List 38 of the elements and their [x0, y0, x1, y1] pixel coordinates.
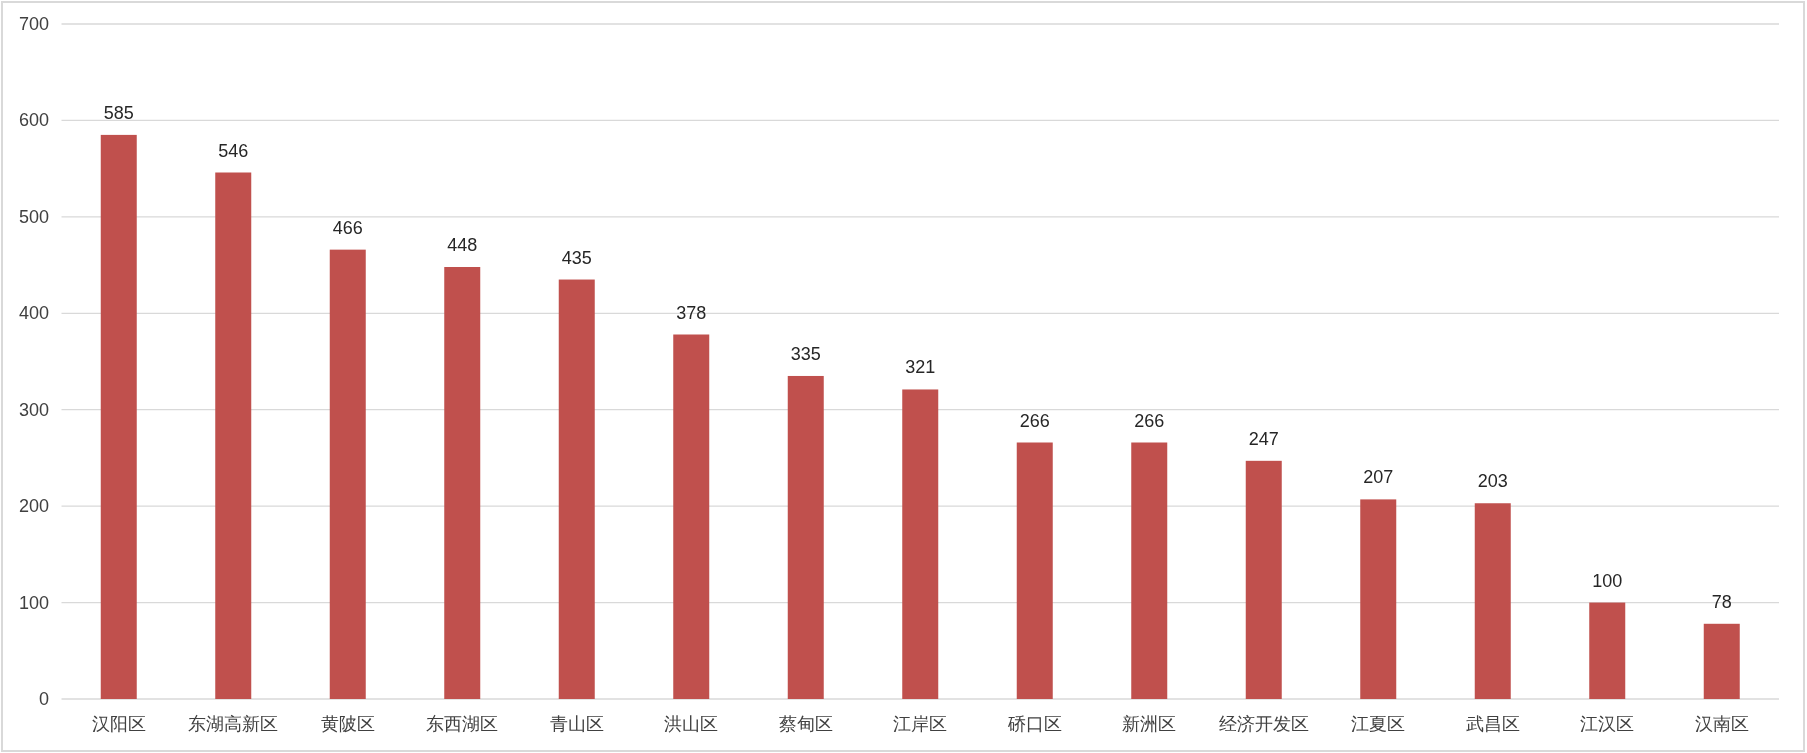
- x-tick-label: 硚口区: [1007, 714, 1062, 734]
- data-label: 266: [1019, 410, 1050, 431]
- data-label: 378: [676, 302, 707, 323]
- y-tick-label: 200: [18, 496, 49, 517]
- x-tick-label: 东西湖区: [426, 714, 499, 734]
- data-label: 207: [1363, 467, 1394, 488]
- x-tick-label: 江汉区: [1580, 714, 1635, 734]
- x-tick-label: 黄陂区: [320, 714, 375, 734]
- x-tick-label: 武昌区: [1465, 714, 1520, 734]
- data-label: 266: [1134, 410, 1165, 431]
- x-tick-label: 洪山区: [664, 714, 719, 734]
- y-tick-label: 0: [39, 689, 49, 709]
- data-label: 203: [1477, 471, 1508, 492]
- data-label: 585: [103, 102, 134, 123]
- x-tick-label: 汉南区: [1694, 714, 1749, 734]
- y-tick-label: 400: [18, 303, 49, 324]
- x-tick-label: 新洲区: [1122, 714, 1177, 734]
- data-label: 435: [561, 247, 592, 268]
- x-tick-label: 江夏区: [1351, 714, 1406, 734]
- data-label: 247: [1248, 428, 1279, 449]
- x-tick-label: 东湖高新区: [188, 714, 279, 734]
- y-tick-label: 300: [18, 399, 49, 420]
- data-label: 78: [1711, 591, 1732, 612]
- data-label: 100: [1592, 570, 1623, 591]
- data-label: 546: [218, 140, 249, 161]
- x-tick-label: 汉阳区: [91, 714, 146, 734]
- y-tick-label: 100: [18, 592, 49, 613]
- data-label: 466: [332, 217, 363, 238]
- y-tick-label: 500: [18, 206, 49, 227]
- y-tick-label: 700: [18, 14, 49, 34]
- y-tick-label: 600: [18, 110, 49, 131]
- x-tick-label: 经济开发区: [1218, 714, 1309, 734]
- data-label: 321: [905, 357, 936, 378]
- x-tick-label: 江岸区: [893, 714, 948, 734]
- data-label: 448: [447, 235, 478, 255]
- x-tick-label: 蔡甸区: [778, 714, 833, 734]
- data-label: 335: [790, 343, 821, 364]
- x-tick-label: 青山区: [549, 714, 604, 734]
